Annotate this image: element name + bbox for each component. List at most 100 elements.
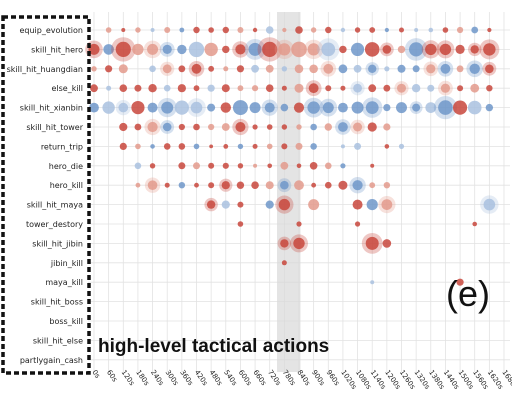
data-point [237,221,244,227]
data-point [307,43,320,56]
data-point [208,162,215,169]
data-point [456,278,464,286]
data-point [265,84,274,92]
category-selection-box [1,15,91,375]
data-point [384,144,390,149]
data-point [353,122,363,132]
data-point [352,180,363,191]
data-point [310,123,317,131]
data-point [307,101,320,114]
data-point [340,163,346,169]
data-point [324,181,332,189]
data-point [409,42,424,57]
data-point [102,101,115,114]
time-tick-label: 360s [178,369,195,388]
data-point [278,43,291,56]
data-point [147,102,158,113]
data-point [237,163,244,169]
data-point [193,85,200,92]
data-point [251,64,259,73]
data-point [222,45,230,54]
category-label: tower_destory [26,220,83,229]
data-points [85,26,500,286]
data-point [383,104,391,112]
data-point [119,84,128,92]
data-point [366,199,378,211]
data-point [365,101,379,114]
data-point [471,26,479,34]
data-point [162,44,172,55]
category-label: skill_hit_else [33,336,83,345]
category-label: hero_die [49,162,83,171]
time-tick-label: 660s [251,369,268,388]
data-point [308,199,320,211]
data-point [135,182,141,188]
data-point [338,64,348,74]
data-point [452,100,468,115]
category-label: boss_kill [49,317,83,326]
category-label: skill_hit_boss [31,298,83,307]
data-point [294,64,304,74]
category-label: skill_hit_jibin [32,239,83,248]
category-label: equip_evolution [19,26,83,35]
data-point [115,41,131,58]
data-point [470,45,479,54]
data-point [179,27,185,33]
data-point [440,83,451,93]
data-point [325,85,332,92]
data-point [296,163,302,169]
data-point [281,124,288,130]
data-point [485,103,494,112]
data-point [164,182,170,188]
data-point [309,162,318,170]
data-point [103,44,114,55]
data-point [150,144,155,149]
time-tick-label: 120s [120,369,137,388]
data-point [265,200,274,209]
data-point [121,28,126,32]
data-point [340,85,346,91]
data-point [280,103,289,112]
data-point [149,163,156,169]
data-point [350,42,365,57]
data-point [178,143,186,150]
time-tick-label: 60s [105,369,119,384]
panel-label: (e) [446,273,490,314]
data-point [324,123,332,131]
data-point [88,43,100,55]
data-point [323,63,334,74]
data-point [340,27,346,33]
data-point [204,42,218,57]
category-label: maya_kill [45,278,83,287]
data-point [281,260,287,266]
data-point [119,142,127,150]
data-point [207,84,215,92]
data-point [396,102,407,114]
data-point [252,27,258,33]
data-point [178,65,186,73]
data-point [193,143,200,150]
highlight-band [277,12,301,372]
data-point [369,182,376,189]
data-point [310,143,317,150]
data-point [209,144,214,149]
data-point [237,201,244,208]
data-point [427,84,435,92]
data-point [221,123,230,131]
data-point [281,143,288,150]
data-point [237,27,244,33]
data-point [457,85,464,92]
data-point [324,162,332,170]
data-point [106,85,112,91]
time-axis-labels: 0s 60s 120s180s240s300s360s420s480s540s600… [90,369,512,391]
data-point [147,43,159,55]
data-point [381,199,393,211]
data-point [221,181,230,190]
data-point [398,143,405,149]
data-point [310,27,317,33]
data-point [365,236,379,250]
data-point [208,27,214,33]
data-point [354,142,362,150]
data-point [118,102,129,113]
